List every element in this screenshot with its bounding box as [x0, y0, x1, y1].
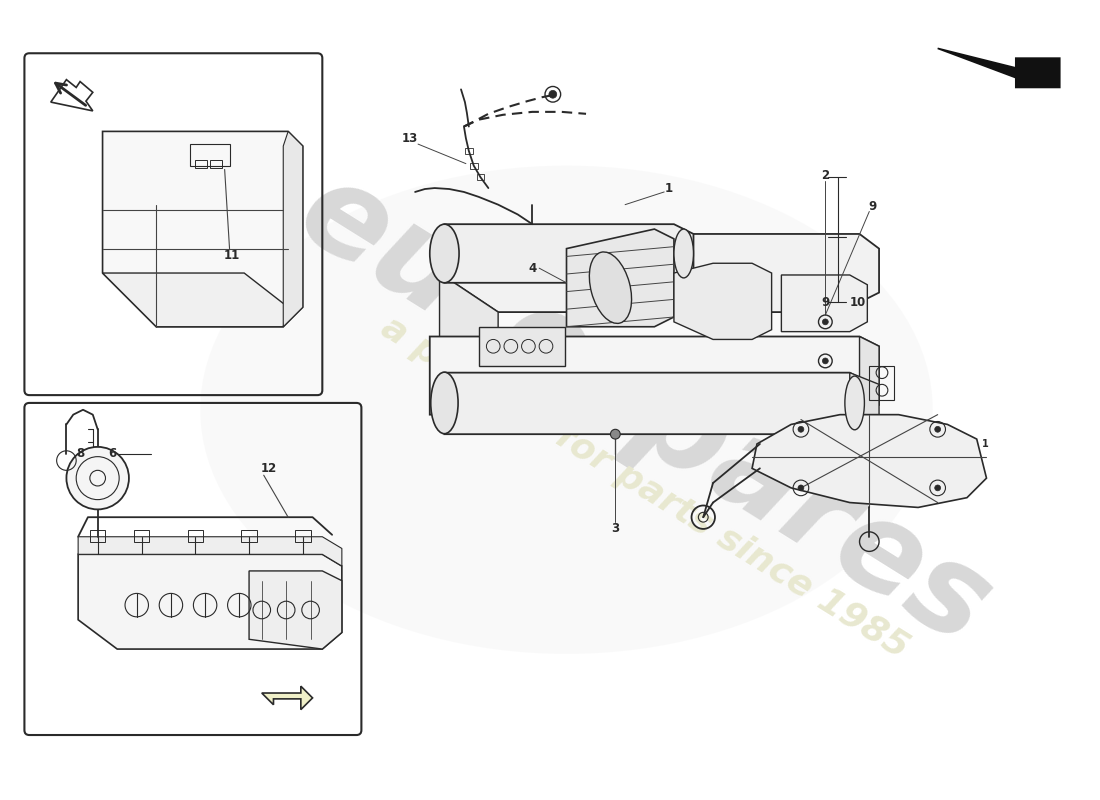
Text: 12: 12: [261, 462, 277, 475]
Circle shape: [66, 447, 129, 510]
Circle shape: [610, 430, 620, 439]
Polygon shape: [444, 373, 867, 434]
Text: 4: 4: [528, 262, 537, 274]
Text: 10: 10: [849, 296, 866, 309]
Circle shape: [935, 426, 940, 432]
Ellipse shape: [200, 166, 933, 654]
Text: 8: 8: [76, 447, 85, 460]
Polygon shape: [284, 131, 302, 326]
Bar: [241, 530, 257, 542]
Polygon shape: [478, 326, 564, 366]
Polygon shape: [752, 414, 987, 507]
Polygon shape: [859, 337, 879, 414]
Ellipse shape: [674, 229, 693, 278]
Polygon shape: [102, 273, 288, 326]
Polygon shape: [249, 571, 342, 649]
Bar: [295, 530, 310, 542]
Bar: [187, 530, 204, 542]
Bar: [869, 366, 893, 400]
Bar: [465, 148, 473, 154]
Polygon shape: [674, 263, 771, 339]
Polygon shape: [51, 80, 92, 111]
Text: 2: 2: [822, 169, 829, 182]
Bar: [210, 160, 222, 167]
Circle shape: [935, 485, 940, 491]
Polygon shape: [440, 234, 879, 312]
Polygon shape: [937, 48, 1059, 87]
Polygon shape: [102, 131, 302, 326]
Text: 6: 6: [108, 447, 117, 460]
Ellipse shape: [845, 376, 865, 430]
Bar: [134, 530, 150, 542]
Polygon shape: [78, 554, 342, 649]
Bar: [470, 162, 477, 169]
Text: a passion for parts since 1985: a passion for parts since 1985: [375, 310, 914, 666]
Circle shape: [798, 485, 804, 491]
Circle shape: [798, 426, 804, 432]
Text: eurospares: eurospares: [277, 149, 1012, 670]
Circle shape: [823, 319, 828, 325]
Text: 9: 9: [822, 296, 829, 309]
Polygon shape: [430, 337, 879, 414]
Text: 1: 1: [981, 439, 989, 449]
Text: 11: 11: [223, 249, 240, 262]
Ellipse shape: [430, 224, 459, 282]
Text: 1: 1: [666, 182, 673, 194]
Polygon shape: [440, 273, 498, 370]
Polygon shape: [262, 686, 312, 710]
Bar: [190, 144, 230, 166]
Text: 3: 3: [612, 522, 619, 535]
Bar: [476, 174, 484, 180]
Bar: [90, 530, 106, 542]
Polygon shape: [78, 537, 342, 566]
Polygon shape: [781, 275, 867, 332]
Ellipse shape: [431, 372, 458, 434]
Polygon shape: [850, 373, 879, 414]
Polygon shape: [444, 224, 693, 282]
Bar: [196, 160, 207, 167]
Circle shape: [823, 358, 828, 364]
Polygon shape: [566, 229, 674, 326]
Text: 13: 13: [403, 132, 418, 145]
Circle shape: [549, 90, 557, 98]
Text: 9: 9: [868, 200, 877, 213]
Ellipse shape: [590, 252, 631, 323]
